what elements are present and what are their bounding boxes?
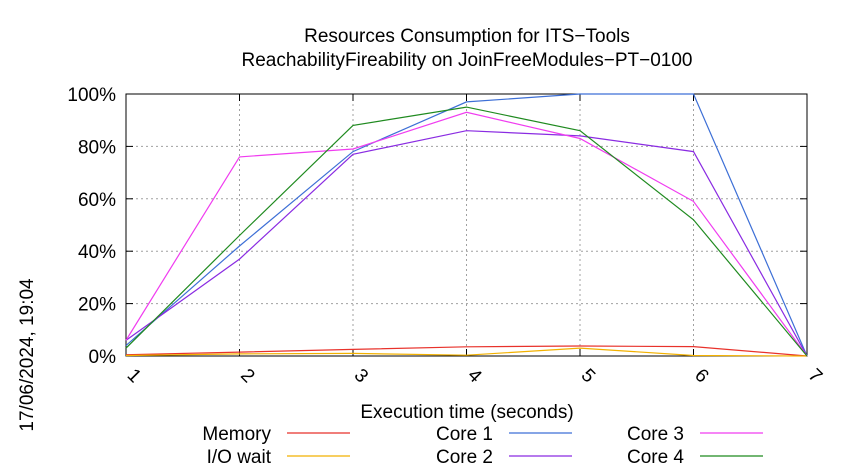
- x-tick-label: 3: [350, 365, 372, 387]
- chart-title-line-2: ReachabilityFireability on JoinFreeModul…: [242, 50, 693, 71]
- legend-label-core-3: Core 3: [627, 424, 684, 445]
- legend-label-i-o-wait: I/O wait: [207, 447, 272, 468]
- y-tick-label: 0%: [89, 347, 117, 368]
- y-tick-label: 60%: [78, 190, 116, 211]
- chart-title-line-1: Resources Consumption for ITS−Tools: [304, 26, 630, 47]
- series-line-core-3: [125, 111, 808, 357]
- legend-label-core-4: Core 4: [627, 447, 684, 468]
- series-line-memory: [125, 345, 808, 357]
- x-tick-label: 1: [123, 365, 145, 387]
- timestamp-label: 17/06/2024, 19:04: [17, 278, 38, 432]
- legend-label-memory: Memory: [202, 424, 271, 445]
- y-tick-label: 100%: [67, 85, 116, 106]
- legend-label-core-1: Core 1: [436, 424, 493, 445]
- series-line-core-4: [125, 106, 808, 357]
- legend: Memory Core 1 Core 3 I/O wait Core 2 Core 4: [202, 424, 763, 468]
- axis-ticks: 0% 20% 40% 60% 80% 100% 1 2 3 4 5 6 7: [67, 85, 826, 388]
- series-line-core-2: [125, 130, 808, 357]
- legend-label-core-2: Core 2: [436, 447, 493, 468]
- y-tick-label: 20%: [78, 295, 116, 316]
- x-tick-label: 2: [236, 365, 258, 387]
- x-tick-label: 7: [804, 365, 826, 387]
- x-tick-label: 6: [690, 365, 712, 387]
- series-lines: [125, 93, 808, 357]
- x-tick-label: 5: [577, 365, 599, 387]
- y-tick-label: 40%: [78, 242, 116, 263]
- x-axis-label: Execution time (seconds): [360, 402, 573, 423]
- series-line-core-1: [125, 93, 808, 357]
- x-tick-label: 4: [463, 365, 486, 388]
- y-tick-label: 80%: [78, 137, 116, 158]
- series-line-i-o-wait: [125, 347, 808, 357]
- grid-lines: [126, 94, 807, 356]
